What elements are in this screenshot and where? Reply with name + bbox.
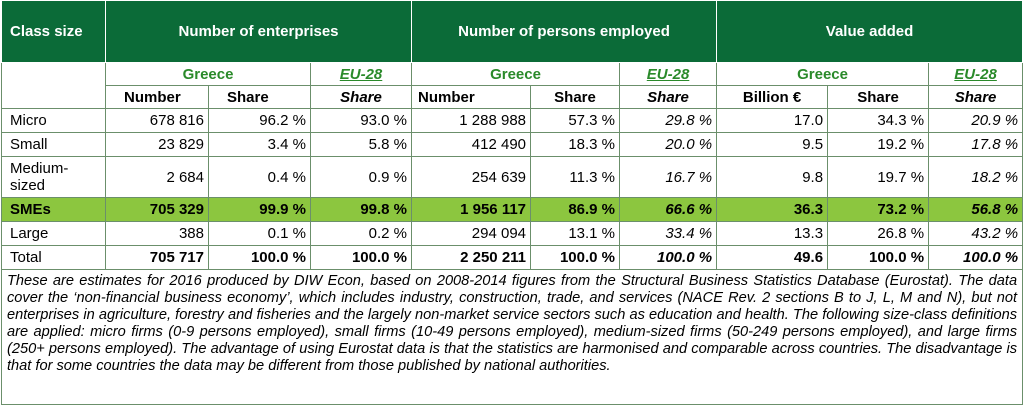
cell: 2 684 [105, 156, 209, 198]
value-added-header: Value added [716, 0, 1023, 63]
cell: 13.1 % [530, 221, 621, 246]
cell: 9.5 [716, 132, 829, 157]
cell: 388 [105, 221, 209, 246]
value-billion-header: Billion € [716, 85, 829, 109]
cell: 19.7 % [827, 156, 930, 198]
cell: 100.0 % [530, 245, 621, 270]
cell: 1 288 988 [411, 108, 532, 133]
table-row-smes: SMEs 705 329 99.9 % 99.8 % 1 956 117 86.… [1, 197, 1023, 222]
header-row: Class size Number of enterprises Number … [1, 0, 1023, 63]
cell: 678 816 [105, 108, 209, 133]
cell: 2 250 211 [411, 245, 532, 270]
value-eu: EU-28 [928, 62, 1023, 86]
cell: 0.2 % [309, 221, 413, 246]
cell: 705 717 [105, 245, 209, 270]
subheader-row: Number Share Share Number Share Share Bi… [1, 85, 1023, 109]
cell: 99.8 % [309, 197, 413, 222]
cell: 705 329 [105, 197, 209, 222]
cell: 17.0 [716, 108, 829, 133]
cell: 100.0 % [619, 245, 718, 270]
cell: 1 956 117 [411, 197, 532, 222]
cell: 73.2 % [827, 197, 930, 222]
cell: 100.0 % [827, 245, 930, 270]
cell: 294 094 [411, 221, 532, 246]
cell: 34.3 % [827, 108, 930, 133]
table-note: These are estimates for 2016 produced by… [0, 269, 1023, 405]
enterprises-share-header: Share [208, 85, 311, 109]
blank-cell [1, 62, 106, 86]
cell: 20.0 % [619, 132, 718, 157]
cell: 36.3 [716, 197, 829, 222]
cell: 18.2 % [928, 156, 1023, 198]
cell: 0.4 % [208, 156, 311, 198]
cell: 49.6 [716, 245, 829, 270]
row-label: SMEs [1, 197, 106, 222]
employed-number-header: Number [411, 85, 532, 109]
cell: 57.3 % [530, 108, 621, 133]
table-row: Medium-sized 2 684 0.4 % 0.9 % 254 639 1… [1, 156, 1023, 198]
cell: 93.0 % [309, 108, 413, 133]
row-label: Medium-sized [1, 156, 106, 198]
enterprises-number-header: Number [105, 85, 209, 109]
table-row-total: Total 705 717 100.0 % 100.0 % 2 250 211 … [1, 245, 1023, 270]
cell: 66.6 % [619, 197, 718, 222]
row-label-text: Medium-sized [10, 160, 69, 194]
employed-greece: Greece [411, 62, 621, 86]
employed-eu-share-header: Share [619, 85, 718, 109]
cell: 26.8 % [827, 221, 930, 246]
cell: 11.3 % [530, 156, 621, 198]
cell: 86.9 % [530, 197, 621, 222]
class-size-header: Class size [1, 0, 106, 63]
enterprises-eu-share-header: Share [309, 85, 413, 109]
cell: 96.2 % [208, 108, 311, 133]
cell: 20.9 % [928, 108, 1023, 133]
employed-eu: EU-28 [619, 62, 718, 86]
cell: 17.8 % [928, 132, 1023, 157]
note-row: These are estimates for 2016 produced by… [0, 269, 1023, 405]
cell: 29.8 % [619, 108, 718, 133]
cell: 13.3 [716, 221, 829, 246]
value-greece: Greece [716, 62, 930, 86]
cell: 100.0 % [309, 245, 413, 270]
employed-header: Number of persons employed [411, 0, 718, 63]
cell: 23 829 [105, 132, 209, 157]
cell: 5.8 % [309, 132, 413, 157]
cell: 33.4 % [619, 221, 718, 246]
table-row: Small 23 829 3.4 % 5.8 % 412 490 18.3 % … [1, 132, 1023, 157]
enterprises-greece: Greece [105, 62, 311, 86]
cell: 16.7 % [619, 156, 718, 198]
geography-row: Greece EU-28 Greece EU-28 Greece EU-28 [1, 62, 1023, 86]
cell: 0.1 % [208, 221, 311, 246]
row-label: Large [1, 221, 106, 246]
cell: 18.3 % [530, 132, 621, 157]
cell: 254 639 [411, 156, 532, 198]
row-label: Small [1, 132, 106, 157]
table-row: Large 388 0.1 % 0.2 % 294 094 13.1 % 33.… [1, 221, 1023, 246]
enterprises-header: Number of enterprises [104, 0, 413, 63]
blank-cell [1, 85, 106, 109]
cell: 43.2 % [928, 221, 1023, 246]
value-eu-share-header: Share [928, 85, 1023, 109]
cell: 19.2 % [827, 132, 930, 157]
cell: 100.0 % [928, 245, 1023, 270]
cell: 100.0 % [208, 245, 311, 270]
row-label: Micro [1, 108, 106, 133]
cell: 56.8 % [928, 197, 1023, 222]
row-label: Total [1, 245, 106, 270]
cell: 412 490 [411, 132, 532, 157]
table-row: Micro 678 816 96.2 % 93.0 % 1 288 988 57… [1, 108, 1023, 133]
cell: 99.9 % [208, 197, 311, 222]
cell: 0.9 % [309, 156, 413, 198]
enterprises-eu: EU-28 [309, 62, 413, 86]
cell: 3.4 % [208, 132, 311, 157]
employed-share-header: Share [530, 85, 621, 109]
value-share-header: Share [827, 85, 930, 109]
cell: 9.8 [716, 156, 829, 198]
